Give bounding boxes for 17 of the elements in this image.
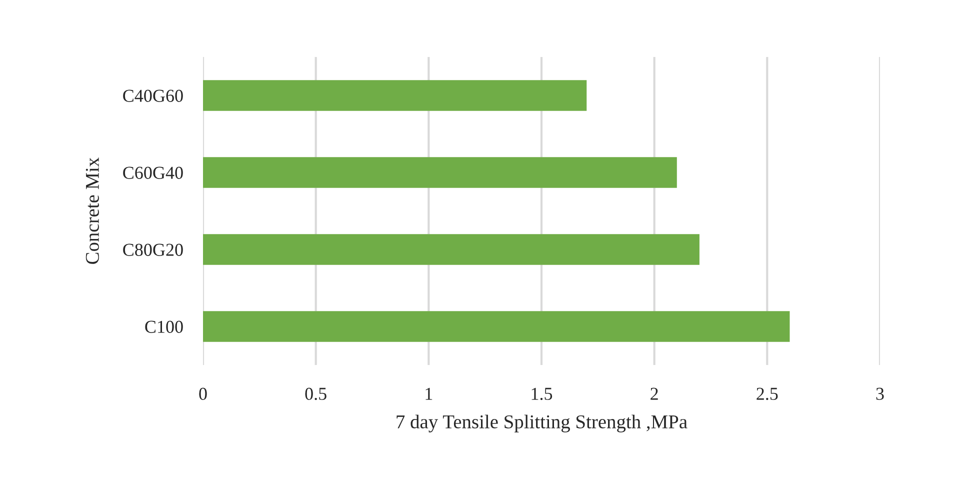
x-tick-label: 2.5 xyxy=(756,388,778,400)
x-tick-label: 3 xyxy=(876,388,884,400)
y-tick-label: C100 xyxy=(145,320,183,333)
x-axis-title: 7 day Tensile Splitting Strength ,MPa xyxy=(396,414,688,432)
y-tick-label: C40G60 xyxy=(123,90,183,102)
y-axis-title: Concrete Mix xyxy=(86,158,99,264)
x-tick-label: 1.5 xyxy=(532,388,552,400)
bar xyxy=(203,234,700,265)
bar xyxy=(203,80,587,111)
bar xyxy=(203,157,677,188)
y-tick-label: C80G20 xyxy=(123,244,183,256)
x-tick-label: 0 xyxy=(199,388,207,400)
x-tick-label: 2 xyxy=(650,388,658,400)
x-tick-label: 1 xyxy=(426,388,432,400)
y-tick-label: C60G40 xyxy=(123,166,183,179)
bar xyxy=(203,311,790,342)
x-tick-label: 0.5 xyxy=(305,388,326,400)
